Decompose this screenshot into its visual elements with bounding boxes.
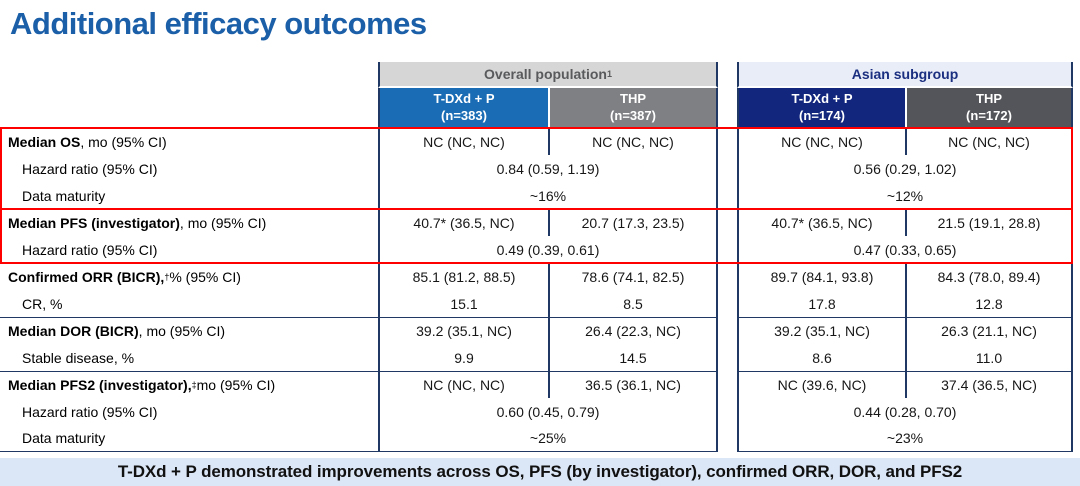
data-cell-asian-thp: 11.0 <box>905 344 1073 371</box>
arm-n: (n=387) <box>610 108 656 123</box>
data-cell-asian-tdxd: 17.8 <box>737 290 905 317</box>
data-cell-asian-tdxd: 89.7 (84.1, 93.8) <box>737 263 905 290</box>
arm-name: T-DXd + P <box>433 91 495 107</box>
data-cell-overall-thp: 26.4 (22.3, NC) <box>548 317 718 344</box>
data-cell-overall-span: ~16% <box>378 182 718 209</box>
group-gap <box>718 371 737 398</box>
data-cell-overall-tdxd: NC (NC, NC) <box>378 128 548 155</box>
data-cell-overall-span: 0.60 (0.45, 0.79) <box>378 398 718 425</box>
conclusion-text: T-DXd + P demonstrated improvements acro… <box>117 462 963 481</box>
col-header-overall-thp: THP (n=387) <box>548 88 718 128</box>
group-gap <box>718 236 737 263</box>
row-label: Hazard ratio (95% CI) <box>22 241 158 258</box>
data-cell-overall-thp: NC (NC, NC) <box>548 128 718 155</box>
group-gap <box>718 128 737 155</box>
arm-n: (n=172) <box>966 108 1012 123</box>
data-cell-asian-tdxd: 39.2 (35.1, NC) <box>737 317 905 344</box>
group-gap <box>718 290 737 317</box>
group-header-asian: Asian subgroup <box>737 62 1073 88</box>
data-cell-asian-span: 0.47 (0.33, 0.65) <box>737 236 1073 263</box>
row-label-bold: Median PFS2 (investigator), <box>8 377 192 393</box>
conclusion-banner: T-DXd + P demonstrated improvements acro… <box>0 458 1080 486</box>
group-gap <box>718 155 737 182</box>
data-cell-asian-tdxd: 8.6 <box>737 344 905 371</box>
group-header-overall: Overall population 1 <box>378 62 718 88</box>
row-label: Median OS, mo (95% CI) <box>0 128 378 155</box>
data-cell-overall-span: 0.84 (0.59, 1.19) <box>378 155 718 182</box>
group-gap <box>718 209 737 236</box>
data-cell-overall-span: 0.49 (0.39, 0.61) <box>378 236 718 263</box>
row-label-bold: Median PFS (investigator) <box>8 215 180 231</box>
row-label: Median PFS (investigator), mo (95% CI) <box>0 209 378 236</box>
data-cell-asian-thp: 84.3 (78.0, 89.4) <box>905 263 1073 290</box>
group-gap <box>718 62 737 88</box>
row-label: Data maturity <box>22 187 106 204</box>
data-cell-overall-thp: 14.5 <box>548 344 718 371</box>
data-cell-asian-thp: 21.5 (19.1, 28.8) <box>905 209 1073 236</box>
arm-name: THP <box>976 91 1002 107</box>
group-gap <box>718 344 737 371</box>
header-spacer <box>0 62 378 88</box>
col-header-asian-tdxd: T-DXd + P (n=174) <box>737 88 905 128</box>
group-gap <box>718 425 737 452</box>
data-cell-overall-tdxd: 15.1 <box>378 290 548 317</box>
col-header-overall-tdxd: T-DXd + P (n=383) <box>378 88 548 128</box>
efficacy-table: Overall population 1 Asian subgroup T-DXd +… <box>0 62 1073 452</box>
row-label: CR, % <box>22 295 63 312</box>
data-cell-asian-tdxd: NC (39.6, NC) <box>737 371 905 398</box>
group-gap <box>718 88 737 128</box>
data-cell-asian-thp: 26.3 (21.1, NC) <box>905 317 1073 344</box>
row-label: Hazard ratio (95% CI) <box>22 160 158 177</box>
group-gap <box>718 398 737 425</box>
row-label: Median DOR (BICR), mo (95% CI) <box>0 317 378 344</box>
data-cell-overall-thp: 36.5 (36.1, NC) <box>548 371 718 398</box>
data-cell-overall-thp: 20.7 (17.3, 23.5) <box>548 209 718 236</box>
group-gap <box>718 263 737 290</box>
data-cell-asian-tdxd: NC (NC, NC) <box>737 128 905 155</box>
data-cell-asian-span: ~23% <box>737 425 1073 452</box>
page-title: Additional efficacy outcomes <box>10 6 427 41</box>
data-cell-overall-span: ~25% <box>378 425 718 452</box>
row-label: Hazard ratio (95% CI) <box>22 403 158 420</box>
col-header-asian-thp: THP (n=172) <box>905 88 1073 128</box>
arm-n: (n=383) <box>441 108 487 123</box>
data-cell-asian-span: 0.44 (0.28, 0.70) <box>737 398 1073 425</box>
data-cell-asian-span: 0.56 (0.29, 1.02) <box>737 155 1073 182</box>
arm-n: (n=174) <box>799 108 845 123</box>
arm-name: THP <box>620 91 646 107</box>
group-gap <box>718 317 737 344</box>
data-cell-asian-tdxd: 40.7* (36.5, NC) <box>737 209 905 236</box>
row-label-bold: Confirmed ORR (BICR), <box>8 269 165 285</box>
header-spacer <box>0 88 378 128</box>
data-cell-overall-tdxd: 40.7* (36.5, NC) <box>378 209 548 236</box>
efficacy-table-grid: Overall population 1 Asian subgroup T-DXd +… <box>0 62 1073 452</box>
data-cell-asian-thp: 12.8 <box>905 290 1073 317</box>
data-cell-overall-tdxd: NC (NC, NC) <box>378 371 548 398</box>
row-label-bold: Median OS <box>8 134 81 150</box>
row-label: Median PFS2 (investigator), ‡ mo (95% CI) <box>0 371 378 398</box>
data-cell-overall-tdxd: 9.9 <box>378 344 548 371</box>
data-cell-asian-thp: NC (NC, NC) <box>905 128 1073 155</box>
data-cell-overall-thp: 8.5 <box>548 290 718 317</box>
row-label: Confirmed ORR (BICR), † % (95% CI) <box>0 263 378 290</box>
data-cell-overall-thp: 78.6 (74.1, 82.5) <box>548 263 718 290</box>
arm-name: T-DXd + P <box>791 91 853 107</box>
row-label-bold: Median DOR (BICR) <box>8 323 139 339</box>
data-cell-asian-thp: 37.4 (36.5, NC) <box>905 371 1073 398</box>
data-cell-overall-tdxd: 85.1 (81.2, 88.5) <box>378 263 548 290</box>
group-gap <box>718 182 737 209</box>
data-cell-overall-tdxd: 39.2 (35.1, NC) <box>378 317 548 344</box>
row-label: Data maturity <box>0 425 378 452</box>
data-cell-asian-span: ~12% <box>737 182 1073 209</box>
row-label: Stable disease, % <box>22 349 135 366</box>
